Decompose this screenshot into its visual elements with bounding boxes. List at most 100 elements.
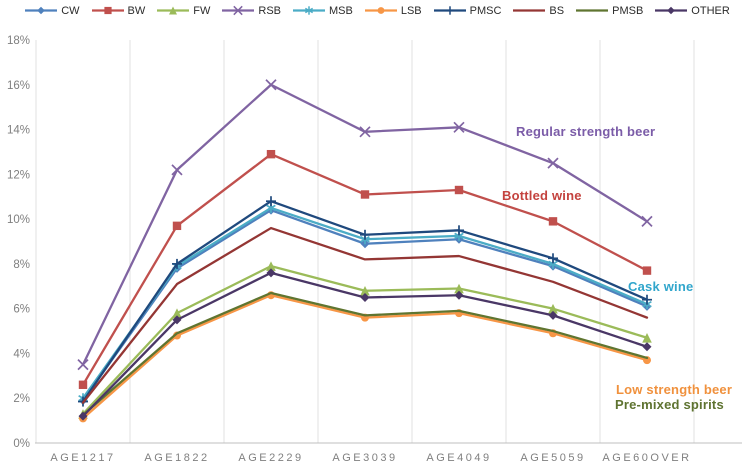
square-marker <box>548 217 558 226</box>
legend-label-PMSC: PMSC <box>469 4 502 17</box>
legend-swatch-BS <box>513 9 546 12</box>
x-marker <box>453 121 465 133</box>
diamond-marker <box>360 292 370 302</box>
x-marker <box>77 359 89 371</box>
legend-swatch-OTHER <box>655 6 688 15</box>
x-marker <box>359 126 371 138</box>
diamond-marker <box>78 411 88 421</box>
square-marker <box>78 380 88 389</box>
y-tick-label: 4% <box>13 348 30 360</box>
square-marker <box>103 6 112 15</box>
legend-swatch-CW <box>25 6 58 15</box>
y-tick-label: 8% <box>13 259 30 271</box>
y-tick-label: 0% <box>13 438 30 450</box>
legend-item-OTHER: OTHER <box>654 4 730 17</box>
legend-swatch-BW <box>91 6 124 15</box>
diamond-marker <box>548 310 558 320</box>
series-LSB <box>79 291 651 423</box>
y-tick-label: 2% <box>13 393 30 405</box>
annotation-regular-strength-beer: Regular strength beer <box>516 124 656 139</box>
y-tick-label: 16% <box>7 80 30 92</box>
asterisk-marker <box>454 232 464 240</box>
legend-swatch-FW <box>157 6 190 15</box>
diamond-marker <box>454 290 464 300</box>
x-tick-label: AGE2229 <box>238 452 303 464</box>
legend-item-MSB: MSB <box>292 4 353 17</box>
legend-label-MSB: MSB <box>329 4 353 17</box>
annotation-low-strength-beer: Low strength beer <box>616 382 733 397</box>
diamond-marker <box>172 315 182 325</box>
legend-swatch-PMSB <box>576 9 609 12</box>
diamond-marker <box>667 6 676 15</box>
legend-label-BS: BS <box>549 4 565 17</box>
legend-label-RSB: RSB <box>258 4 281 17</box>
x-marker <box>265 79 277 91</box>
legend-item-BS: BS <box>512 4 564 17</box>
x-tick-label: AGE5059 <box>520 452 585 464</box>
x-tick-label: AGE3039 <box>332 452 397 464</box>
legend-label-OTHER: OTHER <box>691 4 730 17</box>
x-tick-label: AGE60OVER <box>602 452 691 464</box>
triangle-marker <box>454 283 464 294</box>
triangle-marker <box>172 308 182 318</box>
legend-label-CW: CW <box>61 4 80 17</box>
legend-label-PMSB: PMSB <box>612 4 644 17</box>
square-marker <box>172 221 182 231</box>
legend-swatch-LSB <box>364 7 397 14</box>
square-marker <box>360 190 370 199</box>
legend-swatch-PMSC <box>433 6 466 15</box>
legend-item-FW: FW <box>156 4 210 17</box>
annotation-cask-wine: Cask wine <box>628 279 694 294</box>
diamond-marker <box>37 6 46 15</box>
legend-item-LSB: LSB <box>364 4 422 17</box>
series-OTHER <box>78 268 652 421</box>
chart-legend: CW BW FW RSB MSB LSB PMSC BS PMSB OTHER <box>0 4 754 17</box>
x-tick-label: AGE1822 <box>144 452 209 464</box>
annotation-pre-mixed-spirits: Pre-mixed spirits <box>615 397 724 412</box>
triangle-marker <box>642 332 652 343</box>
y-tick-label: 14% <box>7 125 30 137</box>
asterisk-marker <box>304 7 314 14</box>
legend-label-BW: BW <box>127 4 146 17</box>
x-tick-label: AGE1217 <box>50 452 115 464</box>
series-BS <box>81 226 649 404</box>
series-BW <box>78 149 652 389</box>
triangle-marker <box>169 6 178 15</box>
series-PMSC <box>78 196 652 407</box>
legend-swatch-MSB <box>293 6 325 15</box>
square-marker <box>642 266 652 275</box>
square-marker <box>266 149 276 159</box>
legend-item-BW: BW <box>91 4 146 17</box>
triangle-marker <box>360 285 370 296</box>
asterisk-marker <box>266 204 276 212</box>
diamond-marker <box>266 268 276 278</box>
circle-marker <box>377 7 385 14</box>
legend-label-FW: FW <box>193 4 211 17</box>
square-marker <box>454 185 464 195</box>
legend-item-CW: CW <box>24 4 80 17</box>
series-line-PMSB <box>81 291 649 417</box>
annotation-bottled-wine: Bottled wine <box>502 188 582 203</box>
x-tick-label: AGE4049 <box>426 452 491 464</box>
y-tick-label: 6% <box>13 304 30 316</box>
legend-label-LSB: LSB <box>400 4 422 17</box>
asterisk-marker <box>548 260 558 268</box>
y-tick-label: 10% <box>7 214 30 226</box>
series-RSB <box>77 79 653 371</box>
x-marker <box>547 157 559 169</box>
triangle-marker <box>548 303 558 314</box>
legend-item-PMSB: PMSB <box>575 4 643 17</box>
triangle-marker <box>266 261 276 271</box>
y-tick-label: 18% <box>7 35 30 47</box>
x-marker <box>233 5 244 16</box>
diamond-marker <box>642 342 652 352</box>
legend-item-RSB: RSB <box>221 4 281 17</box>
series-line-BS <box>81 226 649 404</box>
x-marker <box>641 215 653 227</box>
y-tick-label: 12% <box>7 169 30 181</box>
series-PMSB <box>81 291 649 417</box>
legend-item-PMSC: PMSC <box>433 4 502 17</box>
legend-swatch-RSB <box>222 5 255 16</box>
